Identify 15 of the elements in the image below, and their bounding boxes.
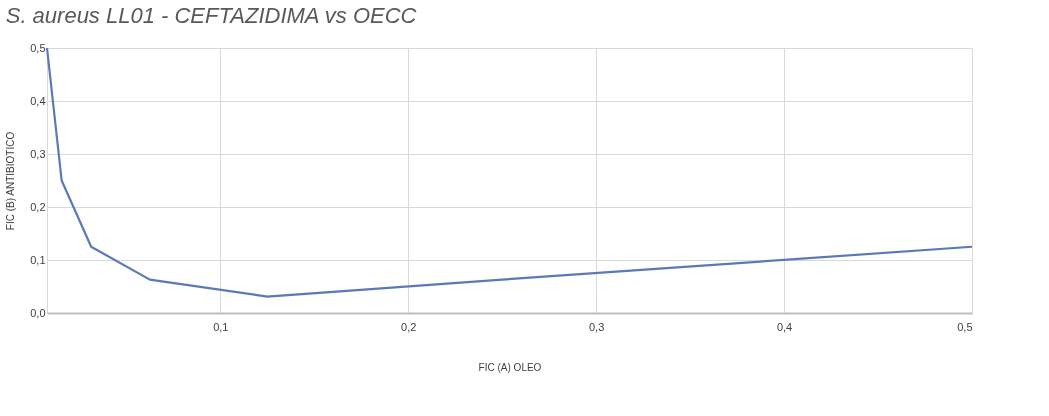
y-tick-label: 0,0 (30, 306, 46, 319)
line-series (45, 46, 974, 298)
y-tick-label: 0,1 (30, 253, 46, 266)
y-axis-title: FIC (B) ANTIBIOTICO (5, 131, 17, 231)
x-tick-label: 0,4 (776, 320, 793, 333)
x-tick-label: 0,1 (213, 320, 229, 333)
chart-title: S. aureus LL01 - CEFTAZIDIMA vs OECC (5, 3, 417, 28)
y-tick-label: 0,4 (30, 94, 46, 107)
x-tick-label: 0,3 (588, 320, 605, 333)
y-tick-label: 0,5 (30, 41, 46, 54)
y-tick-label: 0,2 (30, 200, 46, 213)
y-tick-label: 0,3 (30, 147, 46, 160)
x-tick-label: 0,5 (957, 320, 973, 333)
x-axis-title: FIC (A) OLEO (478, 361, 542, 373)
x-tick-label: 0,2 (401, 320, 417, 333)
